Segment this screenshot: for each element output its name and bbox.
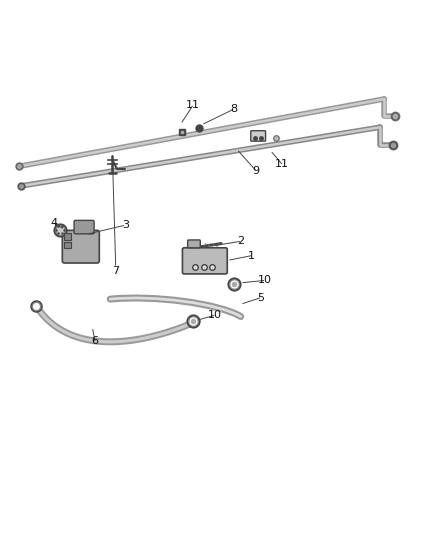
Text: 8: 8 (231, 104, 238, 114)
FancyBboxPatch shape (62, 230, 99, 263)
Text: 4: 4 (50, 218, 57, 228)
Text: 11: 11 (186, 100, 200, 110)
FancyBboxPatch shape (251, 131, 265, 141)
Text: 3: 3 (122, 220, 129, 230)
Text: 2: 2 (237, 236, 244, 246)
Text: 10: 10 (258, 276, 272, 286)
Text: 1: 1 (248, 251, 255, 261)
Text: 9: 9 (252, 166, 260, 176)
FancyBboxPatch shape (183, 248, 227, 274)
Text: 10: 10 (208, 310, 222, 320)
FancyBboxPatch shape (74, 220, 94, 234)
FancyBboxPatch shape (187, 240, 200, 248)
Text: 7: 7 (112, 266, 120, 276)
FancyBboxPatch shape (64, 233, 71, 239)
Text: 11: 11 (275, 159, 289, 169)
Text: 5: 5 (257, 293, 264, 303)
Text: 6: 6 (92, 336, 99, 346)
FancyBboxPatch shape (64, 242, 71, 248)
